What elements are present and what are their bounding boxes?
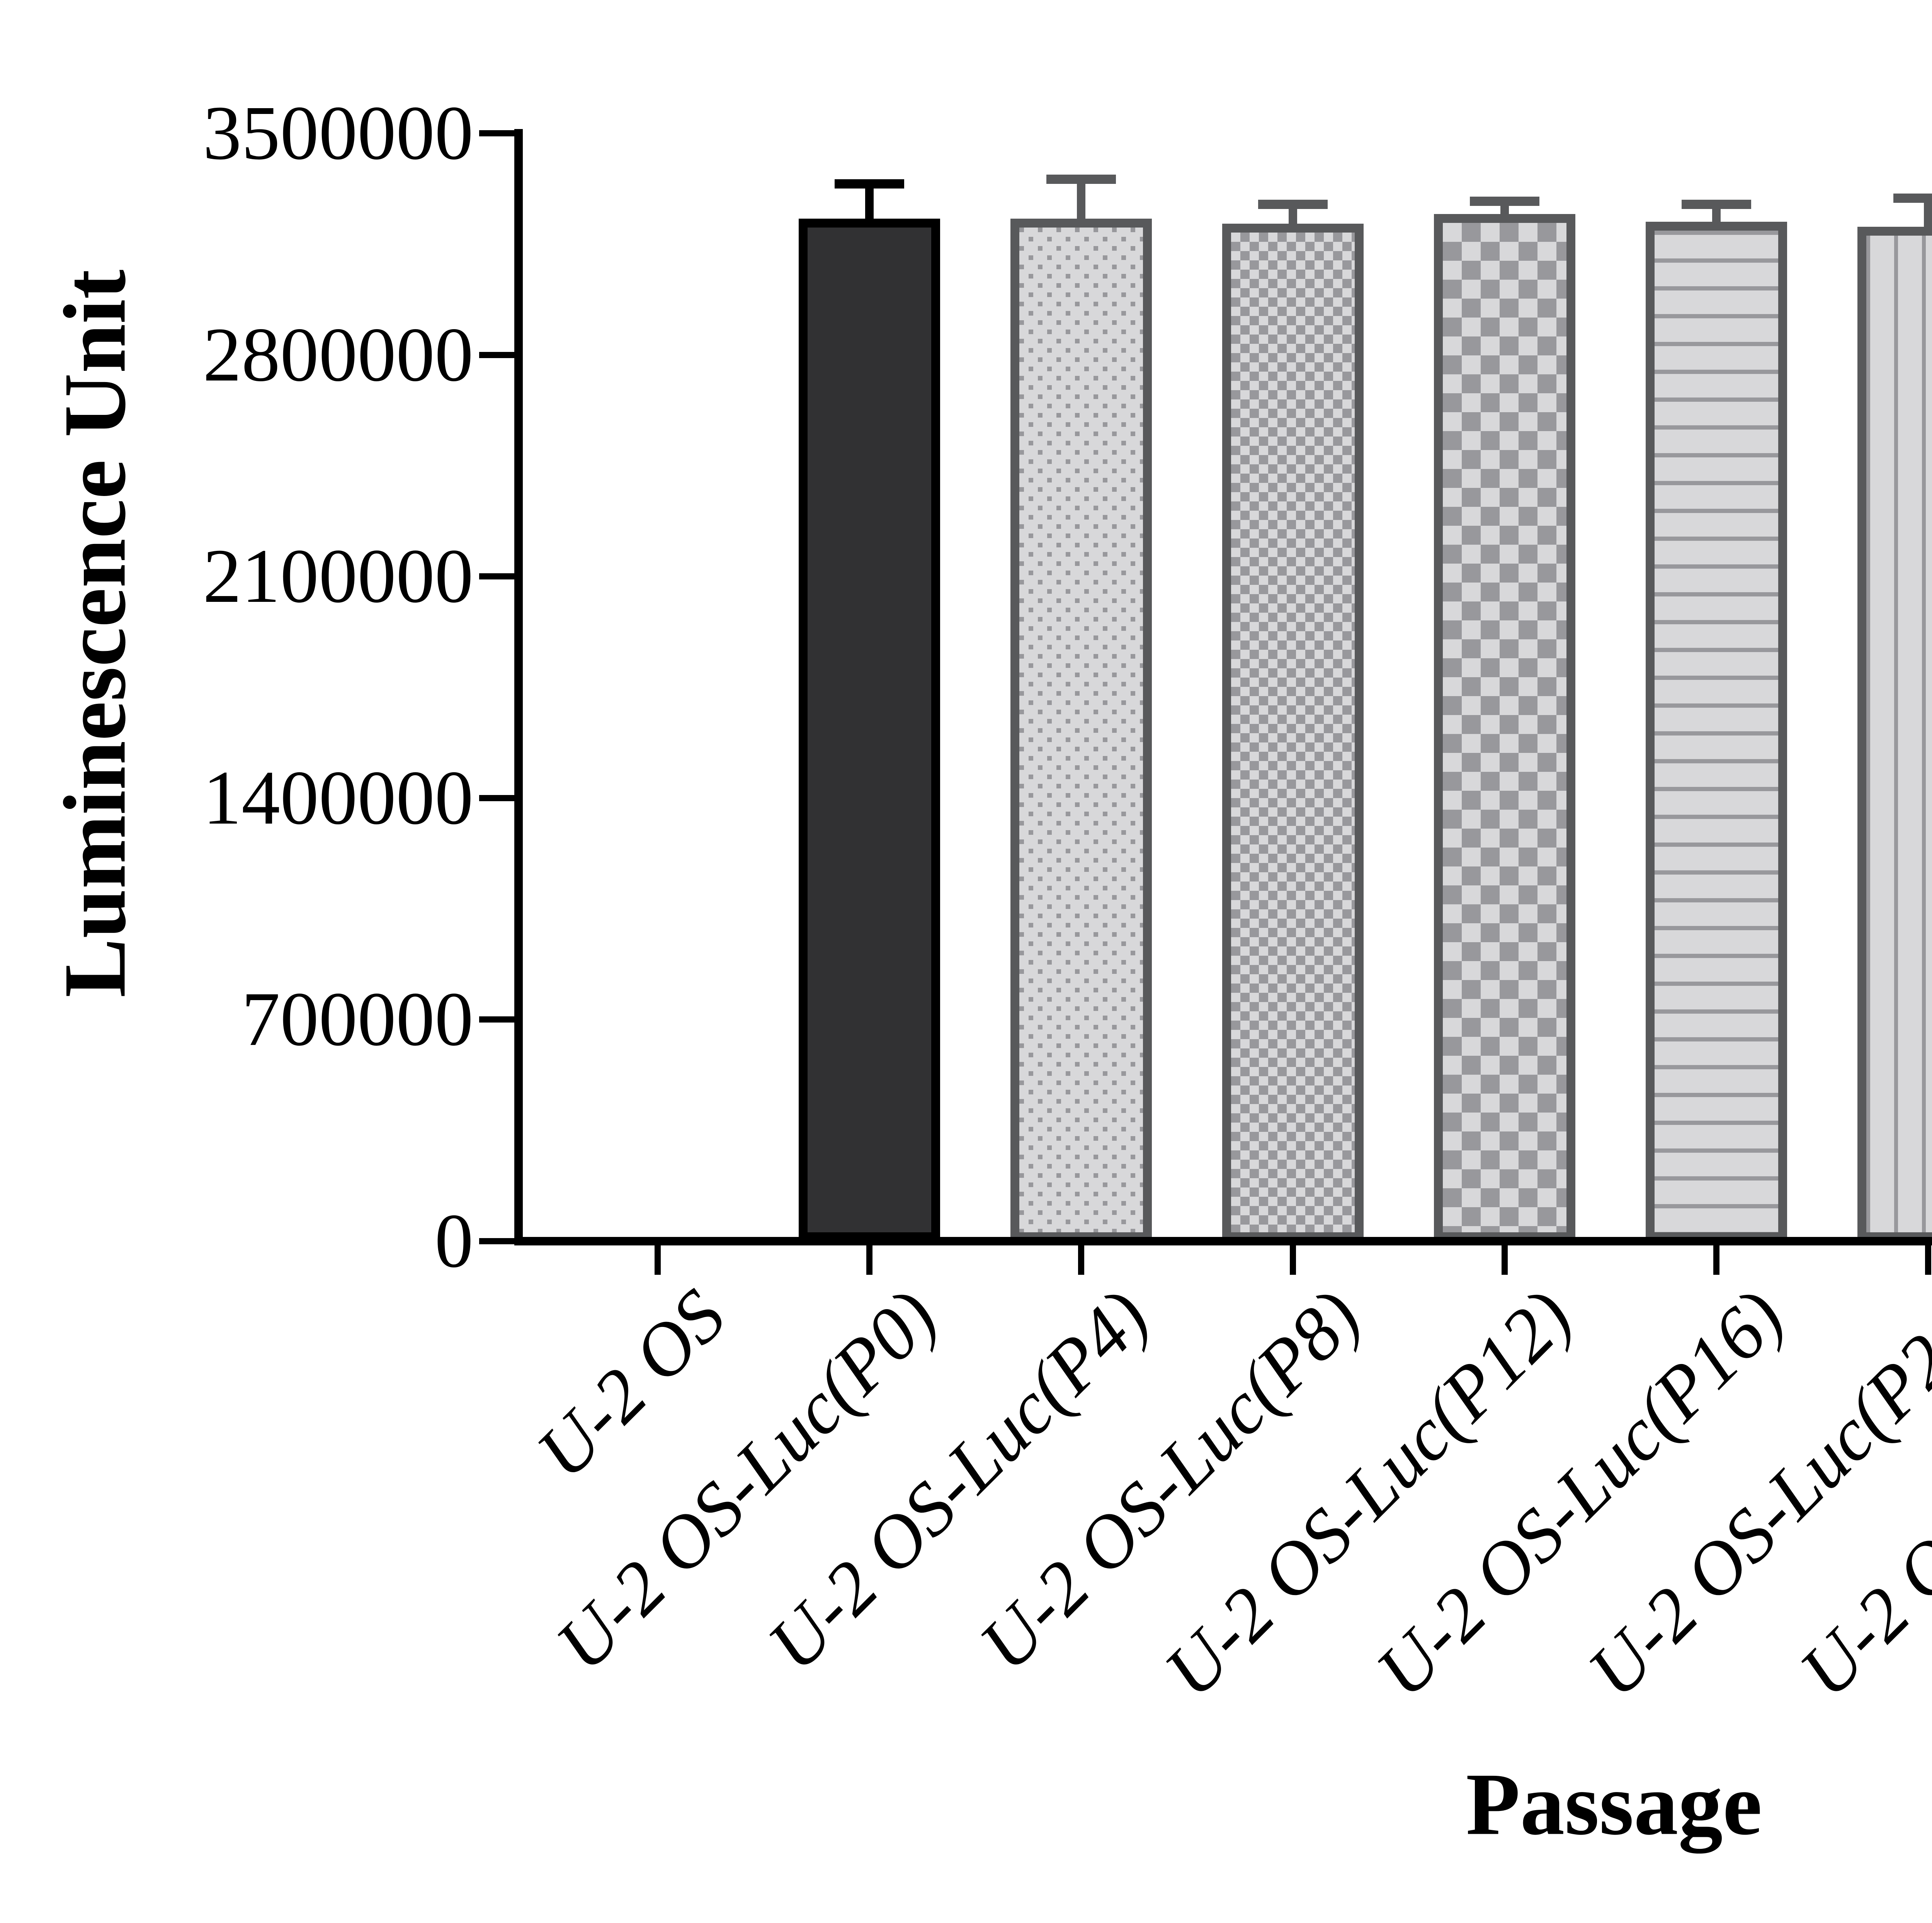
y-tick-1400000 — [479, 795, 523, 801]
y-tick-0 — [479, 1238, 523, 1244]
y-tick-label-0: 0 — [435, 1198, 473, 1284]
y-tick-label-700000: 700000 — [242, 977, 473, 1062]
error-bar-stem-u-2-os-luc-p0 — [865, 184, 874, 219]
y-tick-label-1400000: 1400000 — [203, 755, 473, 841]
y-axis-line — [514, 129, 523, 1245]
x-tick-u-2-os-luc-p20 — [1925, 1245, 1931, 1275]
error-bar-stem-u-2-os-luc-p8 — [1289, 204, 1297, 224]
y-tick-label-3500000: 3500000 — [203, 90, 473, 176]
y-tick-3500000 — [479, 130, 523, 136]
error-bar-cap-u-2-os-luc-p12 — [1470, 197, 1539, 206]
x-tick-u-2-os-luc-p0 — [866, 1245, 872, 1275]
y-tick-label-2800000: 2800000 — [203, 312, 473, 398]
bar-u-2-os-luc-p16 — [1646, 222, 1787, 1241]
y-tick-700000 — [479, 1016, 523, 1023]
y-tick-2800000 — [479, 352, 523, 358]
x-category-label-u-2-os-luc-p4: U-2 OS-Luc(P4) — [752, 1274, 1165, 1687]
bar-u-2-os-luc-p20 — [1857, 226, 1932, 1241]
error-bar-cap-u-2-os-luc-p4 — [1046, 174, 1116, 184]
error-bar-stem-u-2-os-luc-p4 — [1077, 179, 1085, 219]
y-axis-title: Luminescence Unit — [45, 269, 144, 998]
error-bar-cap-u-2-os-luc-p8 — [1258, 200, 1328, 209]
bar-u-2-os-luc-p4 — [1010, 219, 1152, 1241]
x-category-label-u-2-os-luc-p8: U-2 OS-Luc(P8) — [963, 1274, 1376, 1687]
bar-u-2-os-luc-p8 — [1222, 223, 1364, 1241]
x-tick-u-2-os — [655, 1245, 661, 1275]
error-bar-cap-u-2-os-luc-p0 — [835, 179, 904, 189]
error-bar-cap-u-2-os-luc-p16 — [1682, 200, 1751, 209]
bar-u-2-os-luc-p12 — [1434, 214, 1575, 1241]
x-tick-u-2-os-luc-p12 — [1502, 1245, 1508, 1275]
x-category-label-u-2-os-luc-p0: U-2 OS-Luc(P0) — [540, 1274, 953, 1687]
y-tick-2100000 — [479, 573, 523, 580]
error-bar-stem-u-2-os-luc-p20 — [1924, 198, 1932, 227]
error-bar-cap-u-2-os-luc-p20 — [1893, 193, 1932, 203]
x-tick-u-2-os-luc-p8 — [1290, 1245, 1296, 1275]
x-tick-u-2-os-luc-p4 — [1078, 1245, 1084, 1275]
x-axis-line — [514, 1237, 1932, 1245]
bar-u-2-os-luc-p0 — [799, 219, 940, 1241]
y-tick-label-2100000: 2100000 — [203, 533, 473, 619]
x-axis-title: Passage — [1466, 1755, 1762, 1853]
x-tick-u-2-os-luc-p16 — [1713, 1245, 1719, 1275]
